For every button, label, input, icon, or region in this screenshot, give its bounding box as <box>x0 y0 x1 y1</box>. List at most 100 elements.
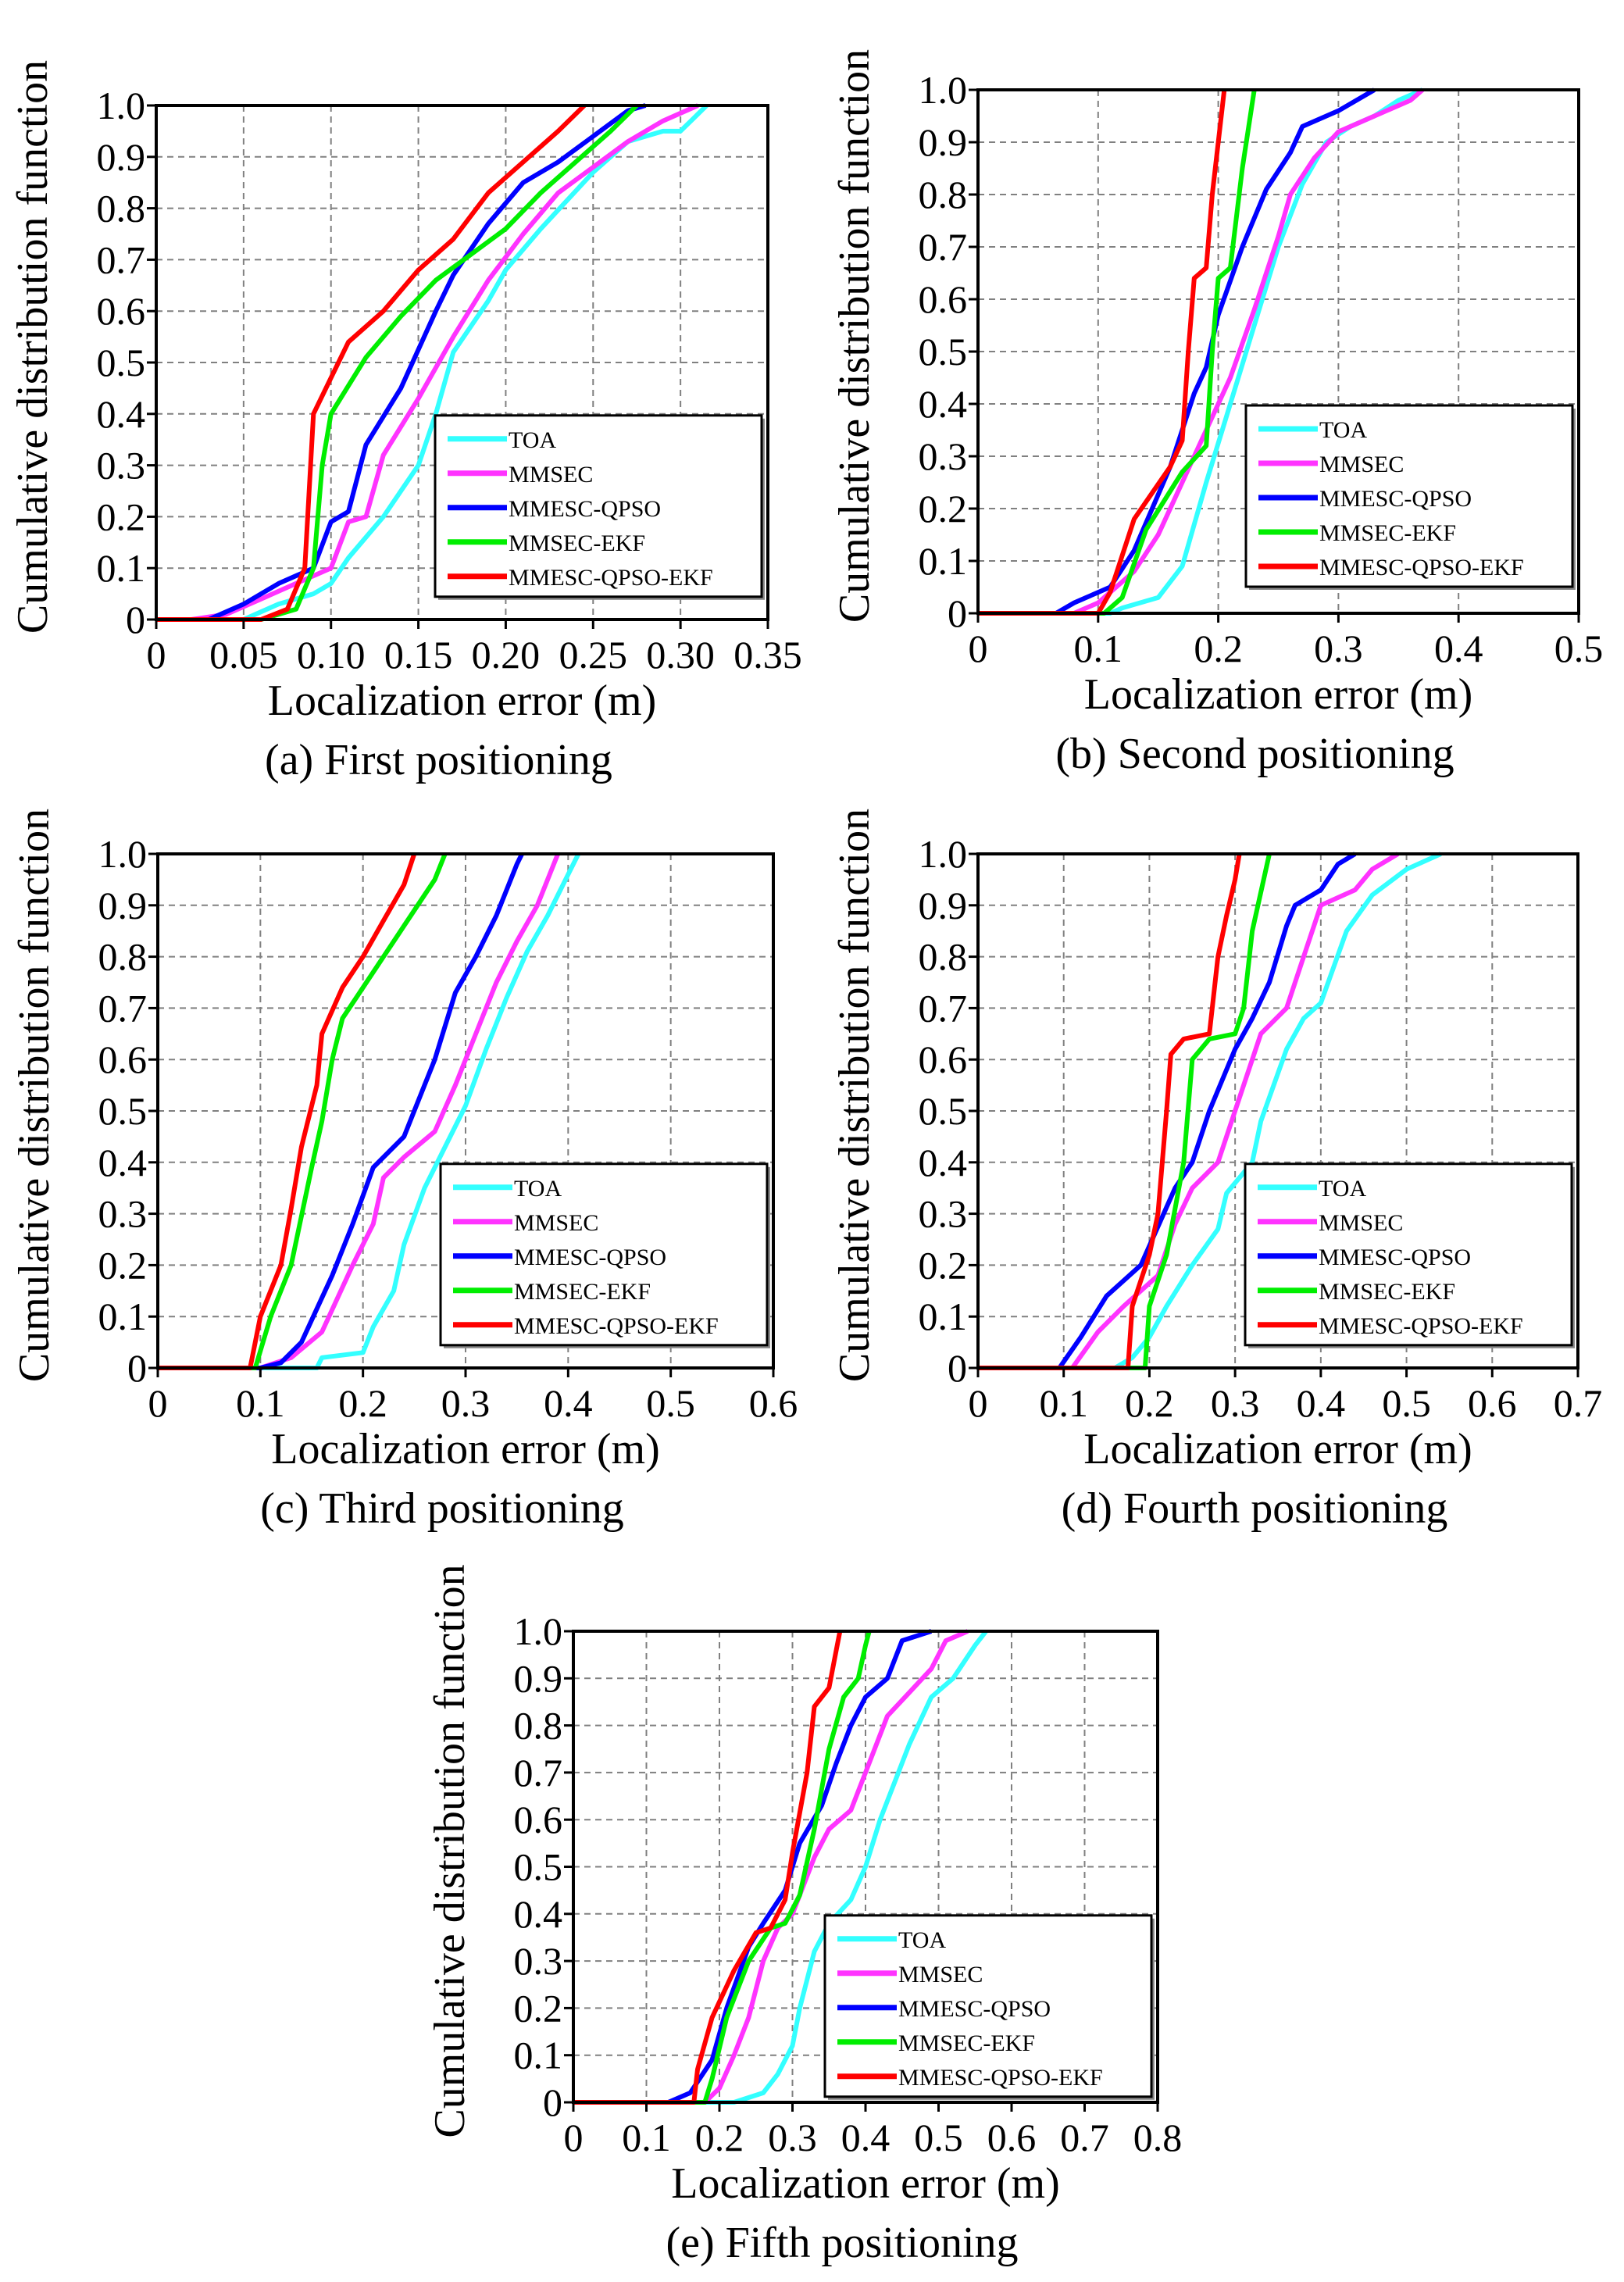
y-tick-label: 0.2 <box>919 487 968 530</box>
chart-panel-b: 0 0.1 0.2 0.3 0.4 0.5 0 0.1 0.2 0.3 0.4 0.5 0.6 0.7 0.… <box>830 49 1603 778</box>
x-tick-label: 0 <box>148 1381 168 1425</box>
chart-caption: (e) Fifth positioning <box>666 2219 1018 2267</box>
x-tick-label: 0.7 <box>1060 2116 1109 2159</box>
x-tick-label: 0.7 <box>1554 1381 1603 1425</box>
series-line-toa <box>573 1630 988 2105</box>
legend-label: TOA <box>898 1927 946 1953</box>
series-line-mmesc-qpso <box>158 852 524 1370</box>
x-tick-label: 0.3 <box>441 1381 491 1425</box>
legend-label: MMSEC-EKF <box>898 2030 1035 2056</box>
legend-label: MMESC-QPSO-EKF <box>1319 1313 1523 1339</box>
y-axis-label: Cumulative distribution function <box>9 60 57 634</box>
legend-label: MMSEC-EKF <box>514 1279 651 1305</box>
series-line-mmsec <box>978 852 1400 1370</box>
y-tick-label: 0.5 <box>514 1845 563 1889</box>
y-axis-label: Cumulative distribution function <box>426 1564 474 2137</box>
legend-label: MMSEC-EKF <box>509 530 645 556</box>
x-tick-label: 0.6 <box>1468 1381 1517 1425</box>
legend-label: MMSEC <box>898 1962 983 1987</box>
x-axis-label: Localization error (m) <box>671 2159 1060 2208</box>
series-line-toa <box>158 852 581 1370</box>
x-tick-label: 0.2 <box>338 1381 387 1425</box>
y-tick-label: 0 <box>126 598 145 641</box>
y-tick-label: 1.0 <box>919 68 968 112</box>
legend-label: MMSEC <box>509 462 593 487</box>
y-tick-label: 0.7 <box>98 986 148 1030</box>
legend: TOA MMSEC MMESC-QPSO MMSEC-EKF MMESC-QPSO-EK… <box>1244 1162 1575 1348</box>
y-tick-label: 0.2 <box>97 495 146 538</box>
y-tick-label: 0 <box>948 1346 967 1390</box>
legend-box <box>434 414 763 598</box>
y-tick-label: 0.5 <box>919 1089 968 1133</box>
legend-label: MMESC-QPSO <box>898 1996 1051 2022</box>
legend-label: TOA <box>1319 417 1367 443</box>
y-tick-label: 1.0 <box>919 832 968 876</box>
x-axis-label: Localization error (m) <box>271 1425 660 1473</box>
y-tick-label: 0.6 <box>919 1037 968 1081</box>
y-axis-label: Cumulative distribution function <box>830 809 879 1382</box>
legend: TOA MMSEC MMESC-QPSO MMSEC-EKF MMESC-QPSO-EK… <box>1244 404 1576 590</box>
y-tick-label: 0.1 <box>514 2034 563 2077</box>
series-line-mmesc-qpso <box>978 87 1376 616</box>
y-tick-label: 0.8 <box>98 935 148 979</box>
x-tick-label: 0.2 <box>695 2116 744 2159</box>
series-line-mmesc-qpso-ekf <box>158 853 417 1370</box>
y-tick-label: 0 <box>543 2080 562 2124</box>
y-tick-label: 0.2 <box>98 1243 148 1287</box>
y-tick-label: 0.7 <box>919 986 968 1030</box>
x-tick-label: 0 <box>147 633 166 677</box>
x-tick-label: 0.05 <box>209 633 278 677</box>
y-tick-label: 0.1 <box>919 539 968 583</box>
y-tick-label: 0.9 <box>98 884 148 927</box>
legend-label: MMESC-QPSO-EKF <box>1319 555 1524 580</box>
chart-panel-d: 0 0.1 0.2 0.3 0.4 0.5 0.6 0.700.10.20.30.40.50.… <box>830 809 1602 1533</box>
y-axis-label: Cumulative distribution function <box>10 809 59 1382</box>
x-tick-label: 0.4 <box>841 2116 891 2159</box>
legend-label: TOA <box>1319 1176 1366 1202</box>
x-tick-label: 0.1 <box>236 1381 285 1425</box>
series-line-mmsec-ekf <box>573 1630 872 2105</box>
x-tick-label: 0.35 <box>733 633 802 677</box>
x-tick-label: 0.4 <box>544 1381 593 1425</box>
x-tick-label: 0.1 <box>622 2116 671 2159</box>
y-tick-label: 0.6 <box>514 1798 563 1841</box>
x-tick-label: 0 <box>969 1381 988 1425</box>
y-tick-label: 0.4 <box>514 1892 563 1936</box>
x-tick-label: 0.15 <box>384 633 453 677</box>
series-line-mmsec-ekf <box>156 103 639 622</box>
chart-caption: (a) First positioning <box>265 736 612 784</box>
y-tick-label: 0.7 <box>514 1751 563 1795</box>
x-tick-label: 0.2 <box>1194 627 1243 670</box>
x-tick-label: 0.6 <box>749 1381 798 1425</box>
x-tick-label: 0.2 <box>1125 1381 1174 1425</box>
y-tick-label: 0.1 <box>98 1295 148 1338</box>
x-tick-label: 0.10 <box>297 633 366 677</box>
x-tick-label: 0.8 <box>1133 2116 1183 2159</box>
legend-label: TOA <box>509 427 556 453</box>
y-tick-label: 0.8 <box>919 173 968 216</box>
y-tick-label: 0.8 <box>919 935 968 979</box>
legend-label: MMSEC <box>514 1210 598 1236</box>
chart-caption: (c) Third positioning <box>260 1484 624 1533</box>
x-tick-label: 0.5 <box>1382 1381 1431 1425</box>
x-tick-label: 0.1 <box>1039 1381 1088 1425</box>
series-line-mmsec-ekf <box>978 853 1272 1370</box>
series-line-toa <box>978 852 1442 1370</box>
x-tick-label: 0.3 <box>1211 1381 1260 1425</box>
y-axis-label: Cumulative distribution function <box>830 49 879 623</box>
legend: TOA MMSEC MMESC-QPSO MMSEC-EKF MMESC-QPSO-EK… <box>434 414 765 600</box>
legend-label: MMESC-QPSO <box>509 496 661 522</box>
legend-label: TOA <box>514 1176 562 1202</box>
y-tick-label: 0.3 <box>98 1192 148 1236</box>
x-tick-label: 0.25 <box>559 633 628 677</box>
y-tick-label: 0.8 <box>514 1704 563 1748</box>
y-tick-label: 0.9 <box>97 135 146 179</box>
chart-caption: (b) Second positioning <box>1055 730 1454 778</box>
chart-panel-c: 0 0.1 0.2 0.3 0.4 0.5 0.600.10.20.30.40.50.60.… <box>10 809 798 1533</box>
y-tick-label: 0.4 <box>919 382 968 426</box>
y-tick-label: 0.8 <box>97 187 146 230</box>
series-line-mmesc-qpso <box>978 852 1357 1370</box>
legend: TOA MMSEC MMESC-QPSO MMSEC-EKF MMESC-QPSO-EK… <box>823 1914 1155 2100</box>
x-axis-label: Localization error (m) <box>1083 1425 1472 1473</box>
